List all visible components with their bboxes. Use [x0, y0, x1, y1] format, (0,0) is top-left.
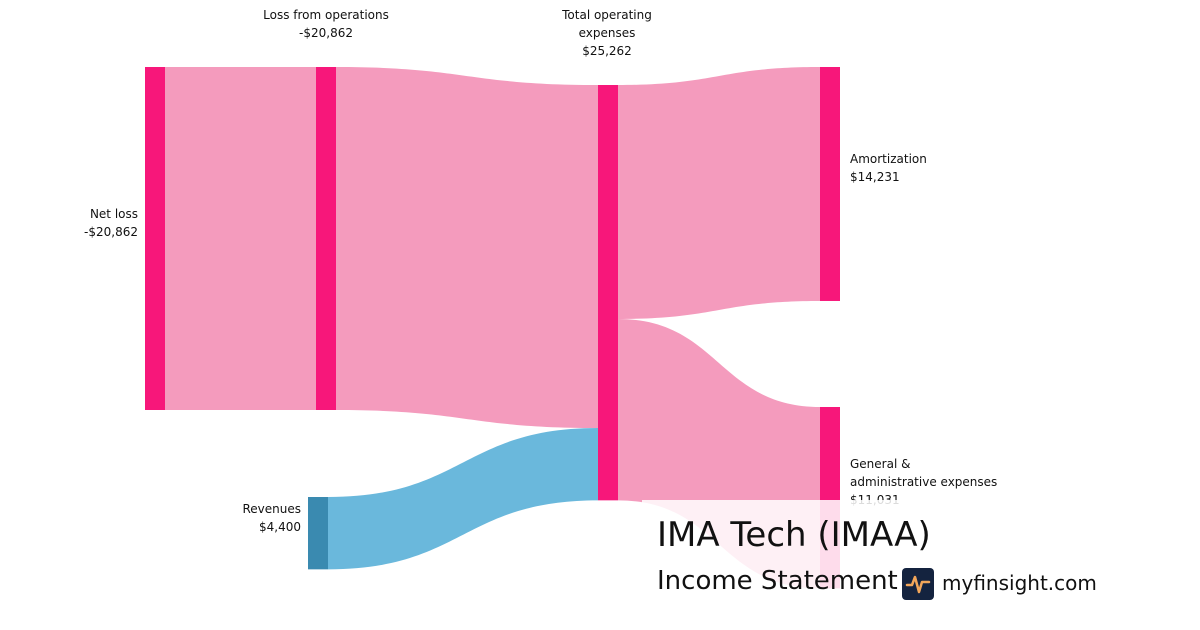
node-value: -$20,862 — [84, 225, 138, 239]
node-name: Loss from operations — [263, 8, 389, 22]
node-name: Total operating expenses — [562, 8, 652, 40]
node-name: General & administrative expenses — [850, 457, 998, 489]
node-label: Loss from operations -$20,862 — [246, 6, 406, 42]
node — [820, 67, 840, 301]
node-name: Revenues — [242, 502, 301, 516]
flow — [336, 67, 598, 428]
chart-title: IMA Tech (IMAA) — [657, 515, 931, 555]
node-value: $25,262 — [582, 44, 632, 58]
node-value: $4,400 — [259, 520, 301, 534]
node — [316, 67, 336, 410]
title-panel — [642, 500, 1200, 630]
node-label: Amortization $14,231 — [850, 150, 927, 186]
flow — [165, 67, 316, 410]
logo — [902, 568, 934, 600]
node-label: Revenues $4,400 — [242, 500, 301, 536]
chart-subtitle: Income Statement — [657, 566, 898, 596]
node-label: Total operating expenses $25,262 — [552, 6, 662, 60]
source: myfinsight.com — [942, 571, 1097, 595]
node-value: $14,231 — [850, 170, 900, 184]
flow — [618, 67, 820, 319]
logo-pulse — [905, 575, 931, 594]
node-label: Net loss -$20,862 — [84, 205, 138, 241]
node — [598, 85, 618, 501]
node-name: Amortization — [850, 152, 927, 166]
node-value: -$20,862 — [299, 26, 353, 40]
node-name: Net loss — [89, 207, 138, 221]
node — [308, 497, 328, 570]
node — [145, 67, 165, 410]
flow — [328, 428, 598, 570]
